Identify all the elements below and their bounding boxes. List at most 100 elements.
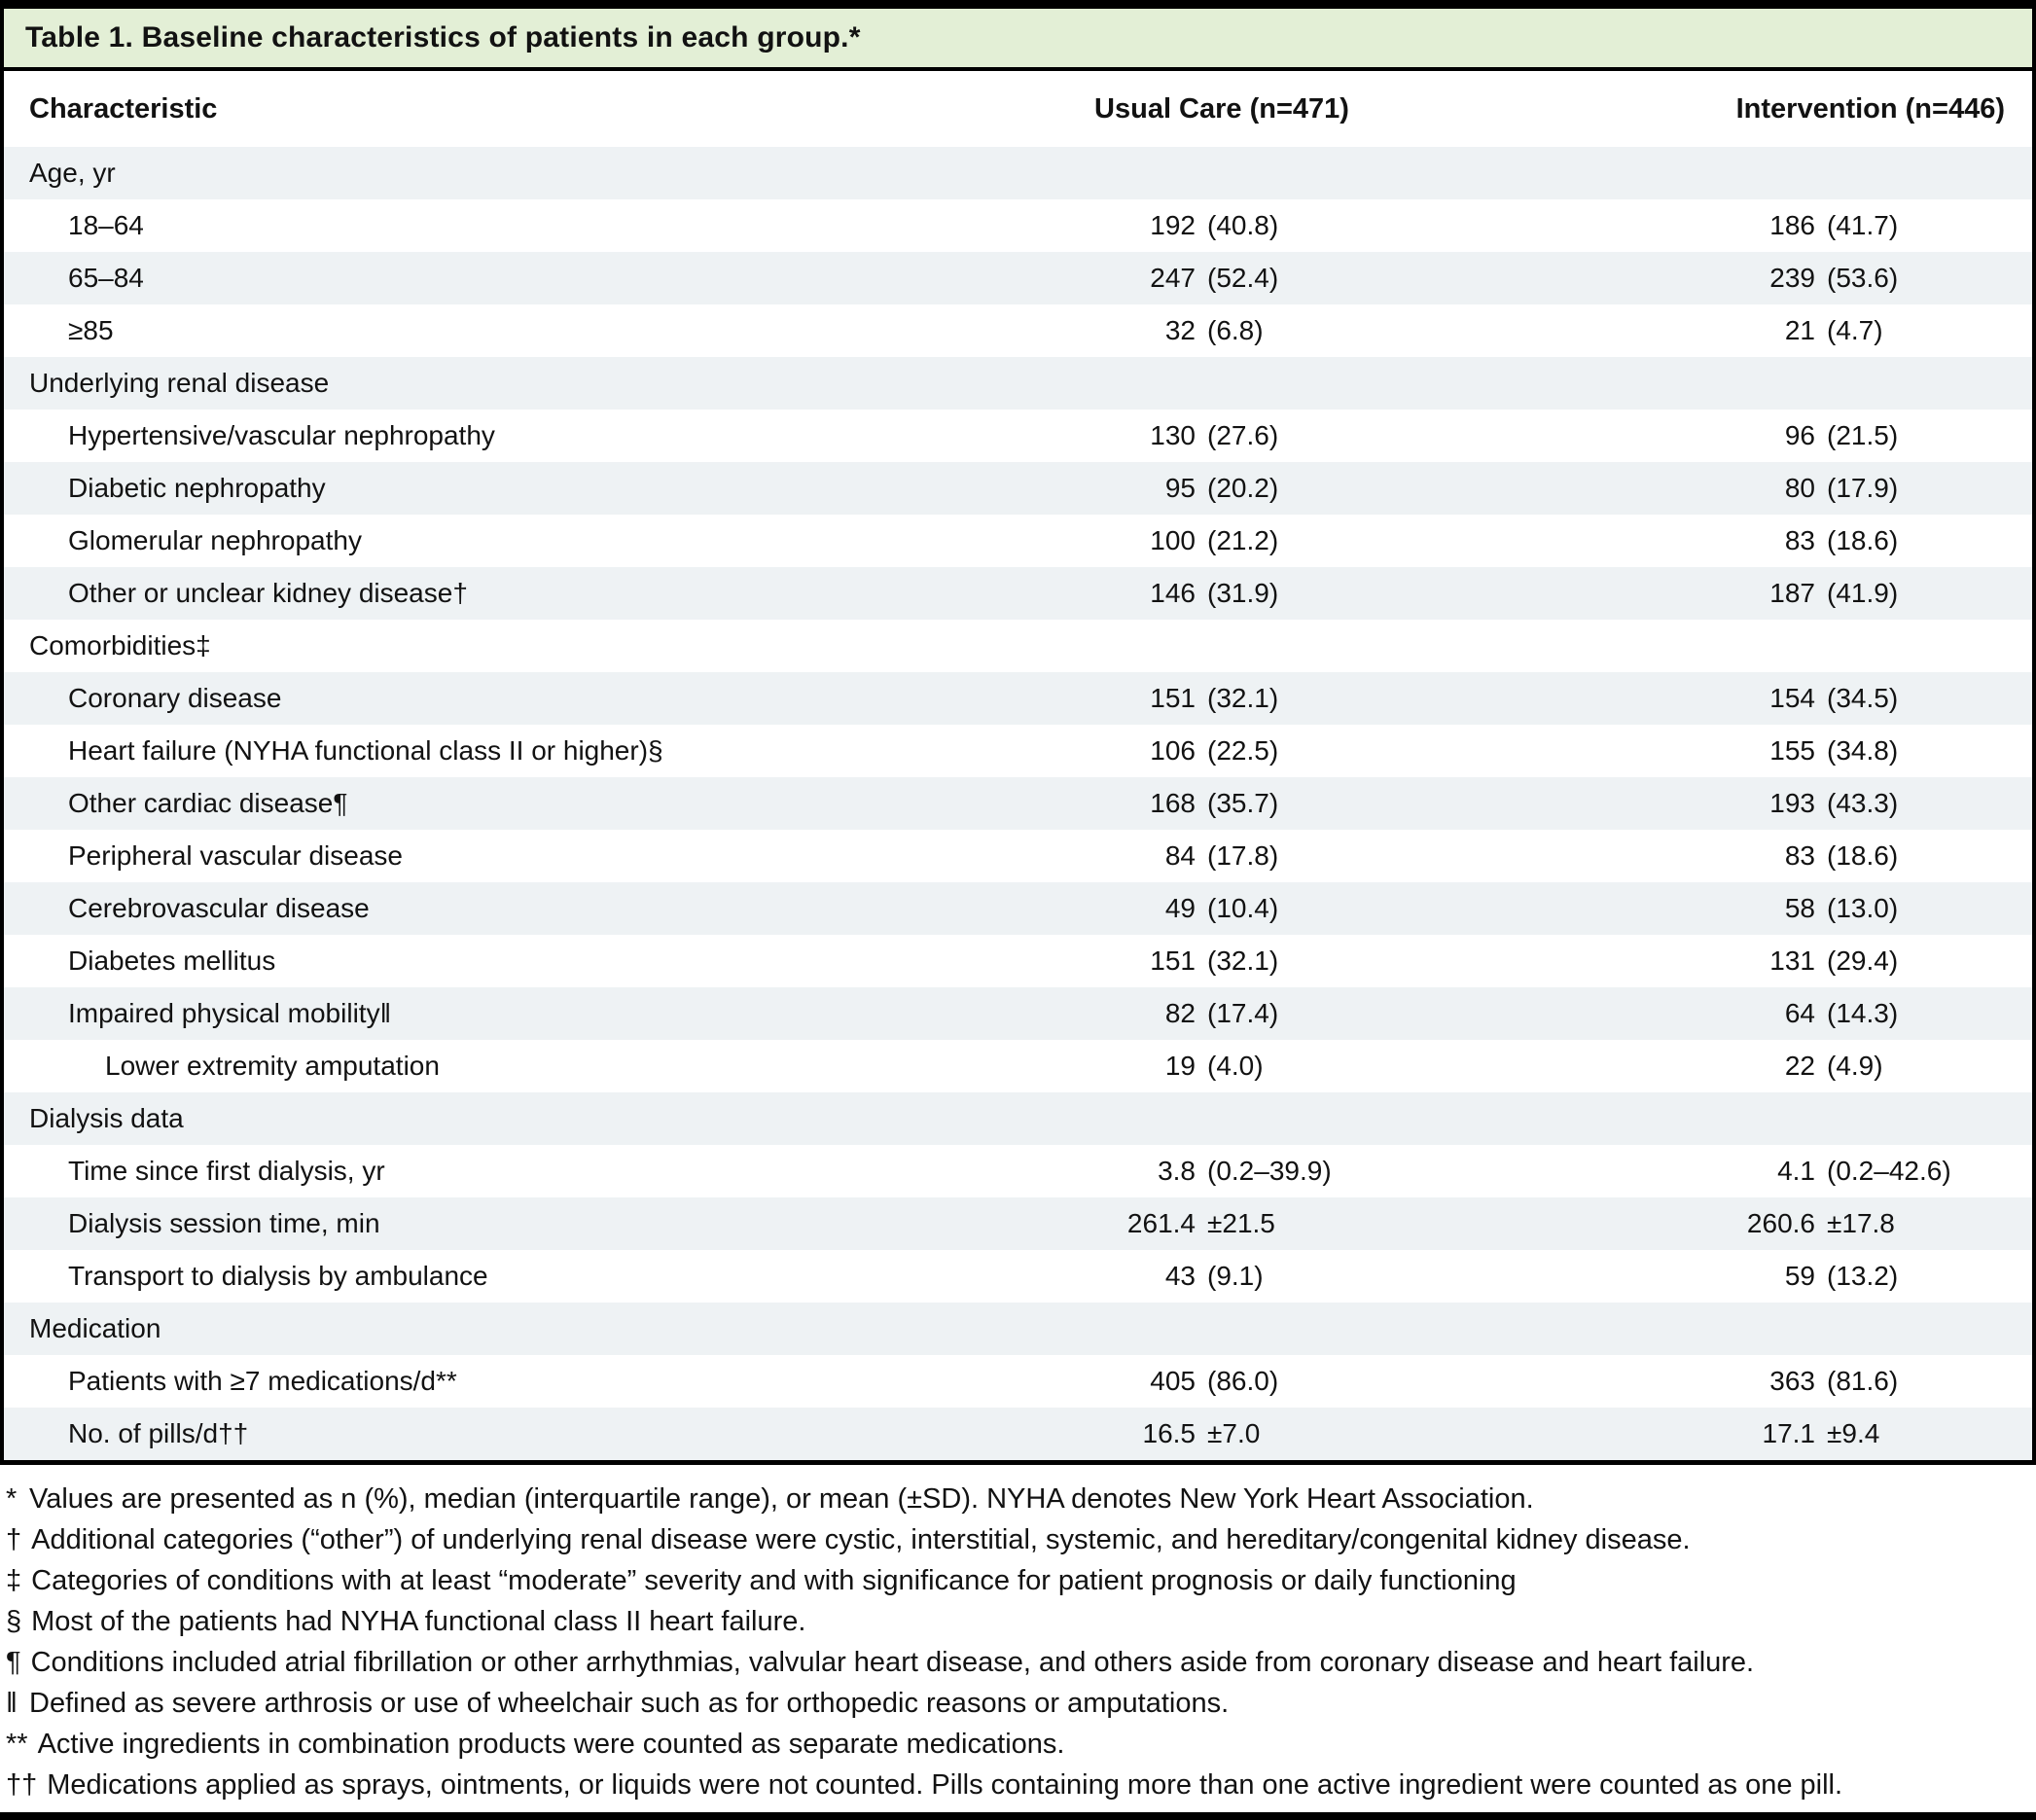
table-row: Time since first dialysis, yr 3.8 (0.2–39… <box>4 1145 2032 1197</box>
footnote: ‖ Defined as severe arthrosis or use of w… <box>6 1683 2032 1724</box>
intervention-value: 17.1 ±9.4 <box>1762 1418 1880 1448</box>
usual-care-value: 192 (40.8) <box>1150 210 1279 240</box>
table-row: Underlying renal disease <box>4 357 2032 410</box>
table-row: Diabetic nephropathy 95 (20.2) 80 (17.9) <box>4 462 2032 515</box>
table-row: Dialysis data <box>4 1092 2032 1145</box>
footnotes: * Values are presented as n (%), median (… <box>0 1465 2036 1805</box>
usual-care-value: 100 (21.2) <box>1150 525 1279 555</box>
usual-care-value: 168 (35.7) <box>1150 788 1279 818</box>
table-row: Heart failure (NYHA functional class II … <box>4 725 2032 777</box>
footnote-marker: † <box>6 1524 22 1555</box>
table-row: ≥85 32 (6.8) 21 (4.7) <box>4 304 2032 357</box>
usual-care-value: 247 (52.4) <box>1150 263 1279 293</box>
row-label: Underlying renal disease <box>29 368 330 398</box>
intervention-value: 186 (41.7) <box>1769 210 1899 240</box>
intervention-value: 239 (53.6) <box>1769 263 1899 293</box>
footnote: † Additional categories (“other”) of unde… <box>6 1519 2032 1560</box>
row-label: Age, yr <box>29 158 116 188</box>
intervention-value: 96 (21.5) <box>1784 420 1899 450</box>
row-label: Comorbidities‡ <box>29 630 211 660</box>
table-row: Other cardiac disease¶ 168 (35.7) 193 (43.… <box>4 777 2032 830</box>
row-label: Diabetic nephropathy <box>68 473 326 503</box>
footnote-marker: § <box>6 1606 22 1637</box>
footnote-text: Most of the patients had NYHA functional… <box>31 1606 806 1637</box>
intervention-value: 64 (14.3) <box>1784 998 1899 1028</box>
table-row: Comorbidities‡ <box>4 620 2032 672</box>
row-label: Hypertensive/vascular nephropathy <box>68 420 495 450</box>
table-row: Coronary disease 151 (32.1) 154 (34.5) <box>4 672 2032 725</box>
row-label: 18–64 <box>68 210 144 240</box>
intervention-value: 193 (43.3) <box>1769 788 1899 818</box>
column-header-intervention: Intervention (n=446) <box>1735 92 2005 125</box>
row-label: ≥85 <box>68 315 114 345</box>
footnote-text: Defined as severe arthrosis or use of wh… <box>29 1688 1230 1719</box>
footnote-text: Active ingredients in combination produc… <box>37 1729 1065 1760</box>
table-row: Hypertensive/vascular nephropathy 130 (27… <box>4 410 2032 462</box>
table-row: Glomerular nephropathy 100 (21.2) 83 (18.6… <box>4 515 2032 567</box>
usual-care-value: 146 (31.9) <box>1150 578 1279 608</box>
usual-care-value: 405 (86.0) <box>1150 1366 1279 1396</box>
footnote-marker: ‡ <box>6 1565 22 1596</box>
usual-care-value: 84 (17.8) <box>1164 840 1279 871</box>
table-row: Lower extremity amputation 19 (4.0) 22 (4.… <box>4 1040 2032 1092</box>
intervention-value: 83 (18.6) <box>1784 525 1899 555</box>
footnote-marker: †† <box>6 1769 38 1801</box>
footnote: * Values are presented as n (%), median (… <box>6 1479 2032 1519</box>
usual-care-value: 106 (22.5) <box>1150 735 1279 766</box>
row-label: Other or unclear kidney disease† <box>68 578 468 608</box>
row-label: No. of pills/d†† <box>68 1418 249 1448</box>
table-row: 65–84 247 (52.4) 239 (53.6) <box>4 252 2032 304</box>
row-label: Heart failure (NYHA functional class II … <box>68 735 663 766</box>
column-header-row: Characteristic Usual Care (n=471) Interv… <box>4 71 2032 147</box>
row-label: Impaired physical mobility‖ <box>68 998 392 1028</box>
column-header-usual-care: Usual Care (n=471) <box>1094 92 1349 125</box>
table-row: Diabetes mellitus 151 (32.1) 131 (29.4) <box>4 935 2032 987</box>
usual-care-value: 16.5 ±7.0 <box>1142 1418 1261 1448</box>
intervention-value: 155 (34.8) <box>1769 735 1899 766</box>
footnote-marker: ‖ <box>6 1688 18 1719</box>
column-header-characteristic: Characteristic <box>29 92 218 125</box>
usual-care-value: 32 (6.8) <box>1164 315 1264 345</box>
row-label: Transport to dialysis by ambulance <box>68 1261 488 1291</box>
intervention-value: 131 (29.4) <box>1769 946 1899 976</box>
bottom-rule <box>0 1812 2036 1820</box>
usual-care-value: 82 (17.4) <box>1164 998 1279 1028</box>
footnote-marker: ¶ <box>6 1647 21 1678</box>
footnote: ** Active ingredients in combination prod… <box>6 1724 2032 1765</box>
usual-care-value: 151 (32.1) <box>1150 683 1279 713</box>
intervention-value: 59 (13.2) <box>1784 1261 1899 1291</box>
footnote-text: Medications applied as sprays, ointments… <box>47 1769 1843 1801</box>
intervention-value: 22 (4.9) <box>1784 1051 1883 1081</box>
usual-care-value: 3.8 (0.2–39.9) <box>1158 1156 1332 1186</box>
usual-care-value: 43 (9.1) <box>1164 1261 1264 1291</box>
row-label: Dialysis data <box>29 1103 184 1133</box>
table-title-bar: Table 1. Baseline characteristics of pat… <box>4 9 2032 71</box>
footnote-marker: ** <box>6 1729 28 1760</box>
intervention-value: 260.6 ±17.8 <box>1746 1208 1895 1238</box>
row-label: Other cardiac disease¶ <box>68 788 348 818</box>
footnote-text: Conditions included atrial fibrillation … <box>30 1647 1755 1678</box>
usual-care-value: 151 (32.1) <box>1150 946 1279 976</box>
table-row: Medication <box>4 1303 2032 1355</box>
row-label: Medication <box>29 1313 161 1343</box>
footnote-text: Values are presented as n (%), median (i… <box>29 1483 1534 1515</box>
row-label: Diabetes mellitus <box>68 946 276 976</box>
usual-care-value: 95 (20.2) <box>1164 473 1279 503</box>
footnote: ‡ Categories of conditions with at least … <box>6 1560 2032 1601</box>
table-row: Peripheral vascular disease 84 (17.8) 83(… <box>4 830 2032 882</box>
usual-care-value: 261.4 ±21.5 <box>1126 1208 1275 1238</box>
table-row: Transport to dialysis by ambulance 43 (9.… <box>4 1250 2032 1303</box>
table-row: 18–64 192 (40.8) 186 (41.7) <box>4 199 2032 252</box>
footnote: ¶ Conditions included atrial fibrillation… <box>6 1642 2032 1683</box>
footnote-text: Categories of conditions with at least “… <box>31 1565 1517 1596</box>
row-label: Coronary disease <box>68 683 282 713</box>
footnote-text: Additional categories (“other”) of under… <box>31 1524 1691 1555</box>
table-row: Cerebrovascular disease 49 (10.4) 58 (13.0… <box>4 882 2032 935</box>
row-label: Cerebrovascular disease <box>68 893 370 923</box>
table-row: Other or unclear kidney disease† 146 (31.… <box>4 567 2032 620</box>
table-row: Dialysis session time, min 261.4 ±21.5 26… <box>4 1197 2032 1250</box>
table-row: Impaired physical mobility‖ 82 (17.4) 64(… <box>4 987 2032 1040</box>
intervention-value: 58 (13.0) <box>1784 893 1899 923</box>
intervention-value: 187 (41.9) <box>1769 578 1899 608</box>
